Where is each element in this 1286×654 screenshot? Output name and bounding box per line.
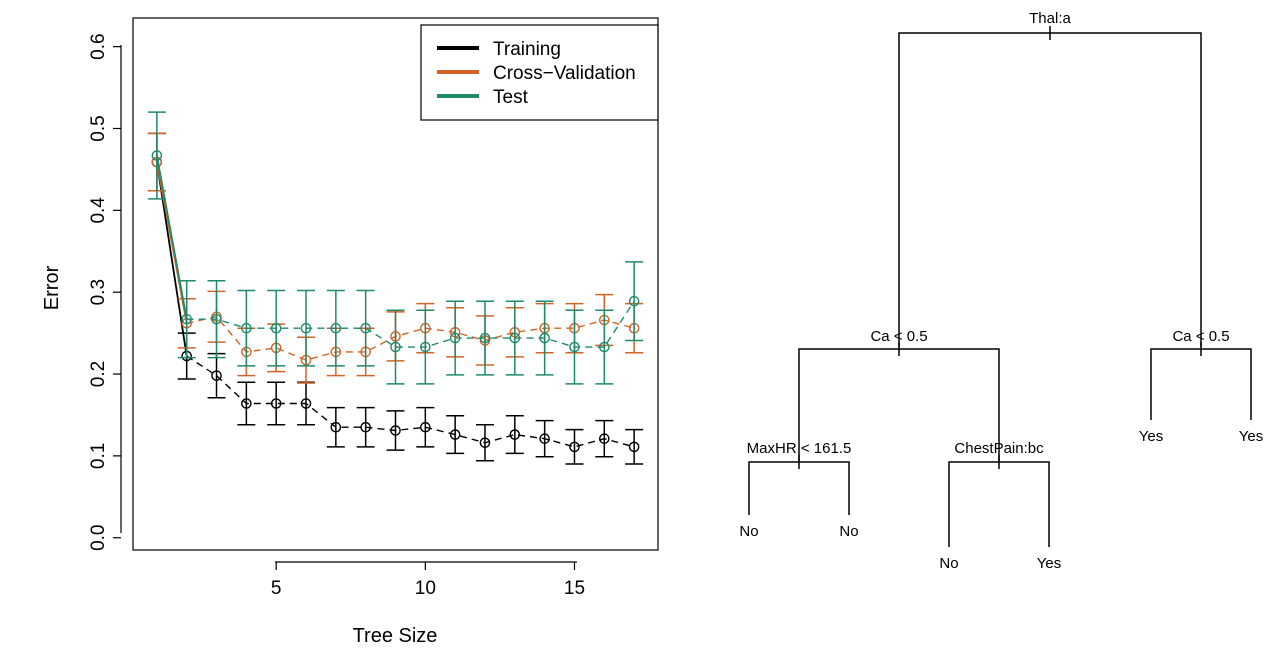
y-tick-label: 0.6 xyxy=(88,33,109,59)
data-point xyxy=(360,322,371,334)
data-point xyxy=(599,433,610,444)
data-point xyxy=(211,370,222,381)
tree-branch-chestpain xyxy=(948,461,1050,547)
leaf-chestpain-left: No xyxy=(939,555,958,572)
decision-tree: Thal:a Ca < 0.5 Ca < 0.5 MaxHR < 161.5 C… xyxy=(739,10,1263,572)
data-point xyxy=(360,421,371,433)
data-point xyxy=(599,341,610,353)
legend-label-cross-validation: Cross−Validation xyxy=(493,63,636,84)
node-maxhr-label: MaxHR < 161.5 xyxy=(747,440,852,457)
legend-label-test: Test xyxy=(493,87,529,108)
series-layer xyxy=(147,111,644,465)
data-point xyxy=(270,398,282,409)
leaf-maxhr-right: No xyxy=(839,523,858,540)
data-point xyxy=(479,332,491,344)
x-tick-label: 5 xyxy=(271,578,282,599)
x-tick-label: 10 xyxy=(415,578,436,599)
data-point xyxy=(241,322,252,334)
leaf-chestpain-right: Yes xyxy=(1037,555,1061,572)
data-point xyxy=(270,322,282,334)
series-line xyxy=(186,355,635,448)
y-tick-label: 0.5 xyxy=(88,115,109,141)
leaf-ca-right-left: Yes xyxy=(1139,428,1163,445)
data-point xyxy=(420,341,431,353)
leaf-ca-right-right: Yes xyxy=(1239,428,1263,445)
data-point xyxy=(300,398,312,409)
data-point xyxy=(569,441,580,453)
data-point xyxy=(539,433,550,444)
data-point xyxy=(390,425,401,436)
series-0 xyxy=(147,132,644,465)
series-2 xyxy=(147,111,644,385)
x-axis-title: Tree Size xyxy=(353,625,438,647)
data-point xyxy=(151,150,163,161)
series-line-segment xyxy=(155,155,188,320)
leaf-maxhr-left: No xyxy=(739,523,758,540)
plot-frame xyxy=(132,17,659,551)
series-line xyxy=(186,300,635,348)
tree-branch-maxhr xyxy=(748,461,850,515)
y-ticks: 0.0 0.1 0.2 0.3 0.4 0.5 0.6 xyxy=(88,33,121,551)
node-root-label: Thal:a xyxy=(1029,10,1071,27)
y-tick-label: 0.2 xyxy=(88,361,109,387)
legend: Training Cross−Validation Test xyxy=(420,24,659,121)
x-tick-label: 15 xyxy=(564,578,585,599)
tree-branch-right xyxy=(1150,348,1252,420)
data-point xyxy=(628,295,640,307)
data-point xyxy=(539,332,550,344)
legend-label-training: Training xyxy=(493,39,561,60)
tree-branch-root xyxy=(898,32,1202,347)
y-tick-label: 0.0 xyxy=(88,525,109,551)
data-point xyxy=(330,421,342,433)
series-line xyxy=(186,315,635,361)
data-point xyxy=(509,332,521,344)
y-tick-label: 0.1 xyxy=(88,443,109,469)
data-point xyxy=(449,332,461,344)
data-point xyxy=(390,341,401,353)
error-chart: 5 10 15 0.0 0.1 0.2 0.3 0.4 0.5 0.6 Tree Size Er… xyxy=(41,17,659,647)
y-axis-title: Error xyxy=(41,265,63,310)
data-point xyxy=(569,341,580,353)
data-point xyxy=(420,421,431,433)
data-point xyxy=(181,313,192,325)
node-chestpain-label: ChestPain:bc xyxy=(954,440,1044,457)
data-point xyxy=(479,437,491,449)
data-point xyxy=(211,313,222,325)
data-point xyxy=(330,322,342,334)
data-point xyxy=(509,429,521,440)
data-point xyxy=(300,322,312,334)
y-tick-label: 0.3 xyxy=(88,279,109,305)
y-tick-label: 0.4 xyxy=(88,197,109,224)
node-left-label: Ca < 0.5 xyxy=(870,328,927,345)
x-ticks: 5 10 15 xyxy=(271,562,585,599)
data-point xyxy=(449,429,461,440)
node-right-label: Ca < 0.5 xyxy=(1172,328,1229,345)
data-point xyxy=(628,441,640,453)
data-point xyxy=(241,398,252,409)
